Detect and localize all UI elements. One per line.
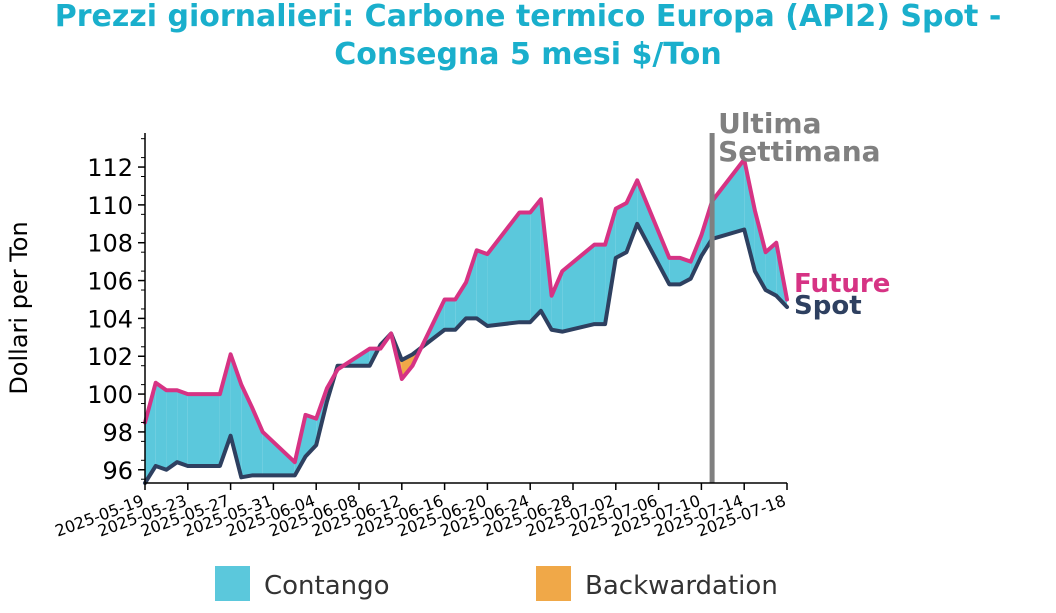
legend-swatch-backwardation	[536, 566, 571, 601]
legend: Contango Backwardation	[215, 566, 778, 601]
contango-area	[455, 282, 466, 330]
contango-area	[487, 212, 520, 326]
series-line-future	[143, 157, 789, 465]
last-week-label-line2: Settimana	[718, 135, 880, 168]
contango-area	[594, 244, 606, 325]
contango-area	[187, 394, 220, 466]
y-tick-label: 100	[87, 381, 133, 409]
contango-area	[466, 250, 477, 319]
chart-title: Prezzi giornalieri: Carbone termico Euro…	[55, 0, 1002, 34]
contango-area	[241, 384, 252, 478]
y-tick-label: 112	[87, 154, 133, 182]
contango-area	[519, 212, 531, 323]
y-tick-label: 106	[87, 268, 133, 296]
contango-area	[551, 271, 563, 332]
x-axis: 2025-05-192025-05-232025-05-272025-05-31…	[52, 482, 788, 541]
y-tick-label: 102	[87, 343, 133, 371]
contango-area	[615, 203, 627, 258]
contango-area	[262, 431, 295, 476]
contango-area	[145, 382, 156, 483]
contango-area	[155, 382, 167, 470]
y-tick-label: 98	[102, 419, 133, 447]
legend-swatch-contango	[215, 566, 250, 601]
y-tick-label: 104	[87, 305, 133, 333]
contango-area	[166, 390, 178, 470]
y-axis: 96 98 100 102 104 106 108 110 112	[87, 133, 146, 485]
contango-area	[252, 407, 263, 476]
contango-area	[476, 250, 488, 326]
contango-area	[530, 199, 541, 323]
contango-area	[444, 299, 456, 330]
series-lines	[143, 157, 789, 485]
contango-area	[177, 390, 188, 466]
contango-area	[230, 354, 242, 478]
contango-area	[680, 257, 691, 285]
contango-area	[744, 159, 755, 272]
y-axis-label: Dollari per Ton	[5, 221, 33, 394]
legend-label-contango: Contango	[264, 571, 390, 601]
y-tick-label: 108	[87, 230, 133, 258]
contango-area	[754, 210, 766, 291]
contango-area	[669, 257, 680, 285]
series-label-spot: Spot	[794, 291, 862, 321]
series-label-future: Future	[794, 269, 890, 299]
last-week-label-line1: Ultima	[718, 107, 821, 140]
series-line-spot	[143, 221, 789, 485]
chart-title-line2: Consegna 5 mesi $/Ton	[334, 37, 722, 72]
y-tick-label: 110	[87, 192, 133, 220]
legend-label-backwardation: Backwardation	[585, 571, 778, 601]
contango-area	[712, 159, 745, 239]
contango-area	[765, 242, 777, 296]
contango-area	[637, 180, 670, 285]
y-tick-label: 96	[102, 457, 133, 485]
